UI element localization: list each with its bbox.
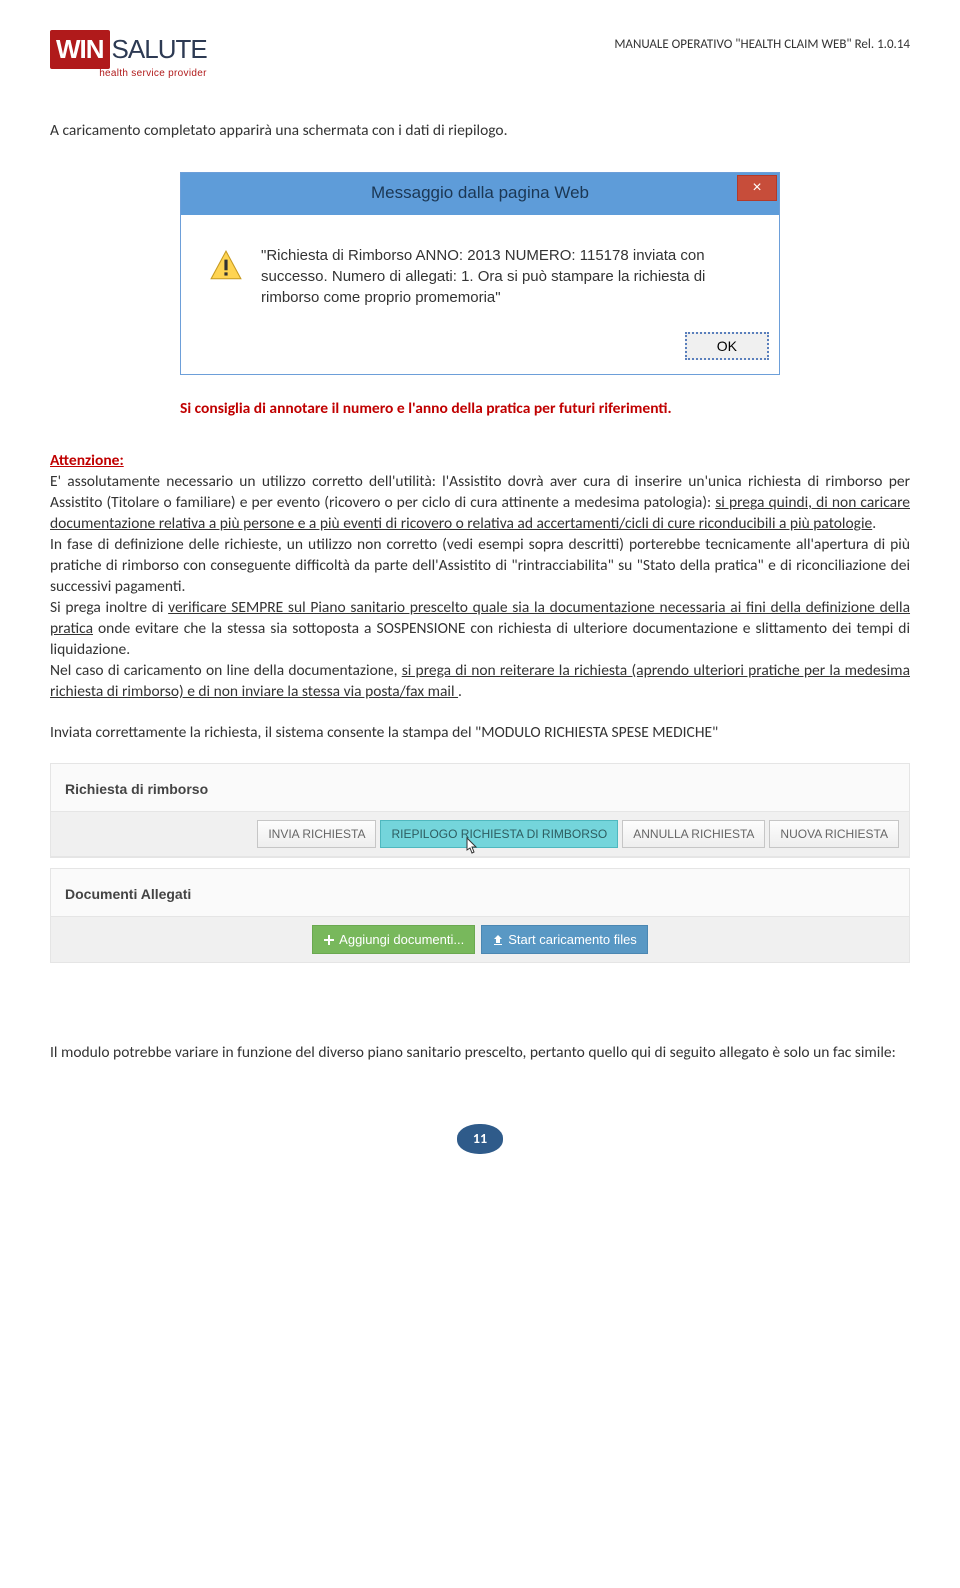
footer-text: Il modulo potrebbe variare in funzione d… xyxy=(50,1043,910,1064)
post-text: Inviata correttamente la richiesta, il s… xyxy=(50,723,910,744)
logo: WIN SALUTE health service provider xyxy=(50,30,207,81)
logo-badge: WIN xyxy=(50,30,110,69)
advice-text: Si consiglia di annotare il numero e l'a… xyxy=(180,399,910,420)
aggiungi-documenti-button[interactable]: Aggiungi documenti... xyxy=(312,925,475,954)
dialog-body: "Richiesta di Rimborso ANNO: 2013 NUMERO… xyxy=(181,215,779,324)
attention-p2: In fase di definizione delle richieste, … xyxy=(50,535,910,598)
warning-icon xyxy=(209,249,243,283)
panel-documenti-buttons: Aggiungi documenti... Start caricamento … xyxy=(51,916,909,962)
panel-rimborso-buttons: INVIA RICHIESTA RIEPILOGO RICHIESTA DI R… xyxy=(51,811,909,857)
riepilogo-button[interactable]: RIEPILOGO RICHIESTA DI RIMBORSO xyxy=(380,820,618,848)
attention-heading: Attenzione: xyxy=(50,451,910,472)
attention-p3: Si prega inoltre di verificare SEMPRE su… xyxy=(50,598,910,661)
attention-p4b: . xyxy=(458,682,462,701)
attention-p4a: Nel caso di caricamento on line della do… xyxy=(50,661,402,680)
attention-p1b: . xyxy=(872,514,876,533)
invia-richiesta-button[interactable]: INVIA RICHIESTA xyxy=(257,820,376,848)
dialog-title: Messaggio dalla pagina Web xyxy=(371,182,589,205)
intro-text: A caricamento completato apparirà una sc… xyxy=(50,121,910,142)
dialog-titlebar: Messaggio dalla pagina Web × xyxy=(181,173,779,215)
plus-icon xyxy=(323,934,335,946)
attention-p3b: onde evitare che la stessa sia sottopost… xyxy=(50,619,910,659)
panel-rimborso-title: Richiesta di rimborso xyxy=(51,774,909,811)
start-caricamento-label: Start caricamento files xyxy=(508,932,637,947)
logo-tagline: health service provider xyxy=(50,67,207,81)
aggiungi-documenti-label: Aggiungi documenti... xyxy=(339,932,464,947)
panel-documenti-title: Documenti Allegati xyxy=(51,879,909,916)
dialog-box: Messaggio dalla pagina Web × "Richiesta … xyxy=(180,172,780,375)
start-caricamento-button[interactable]: Start caricamento files xyxy=(481,925,648,954)
panel-rimborso: Richiesta di rimborso INVIA RICHIESTA RI… xyxy=(50,763,910,858)
dialog-close-button[interactable]: × xyxy=(737,175,777,201)
nuova-richiesta-button[interactable]: NUOVA RICHIESTA xyxy=(769,820,899,848)
annulla-richiesta-button[interactable]: ANNULLA RICHIESTA xyxy=(622,820,765,848)
upload-icon xyxy=(492,934,504,946)
attention-p4: Nel caso di caricamento on line della do… xyxy=(50,661,910,703)
document-title: MANUALE OPERATIVO "HEALTH CLAIM WEB" Rel… xyxy=(614,30,910,54)
page-header: WIN SALUTE health service provider MANUA… xyxy=(50,30,910,81)
dialog-footer: OK xyxy=(181,324,779,374)
dialog-message: "Richiesta di Rimborso ANNO: 2013 NUMERO… xyxy=(261,245,751,308)
page-number: 11 xyxy=(457,1124,503,1154)
panel-documenti: Documenti Allegati Aggiungi documenti...… xyxy=(50,868,910,963)
attention-p1: E' assolutamente necessario un utilizzo … xyxy=(50,472,910,535)
ok-button[interactable]: OK xyxy=(685,332,769,360)
attention-p3a: Si prega inoltre di xyxy=(50,598,168,617)
logo-text: SALUTE xyxy=(112,32,207,67)
